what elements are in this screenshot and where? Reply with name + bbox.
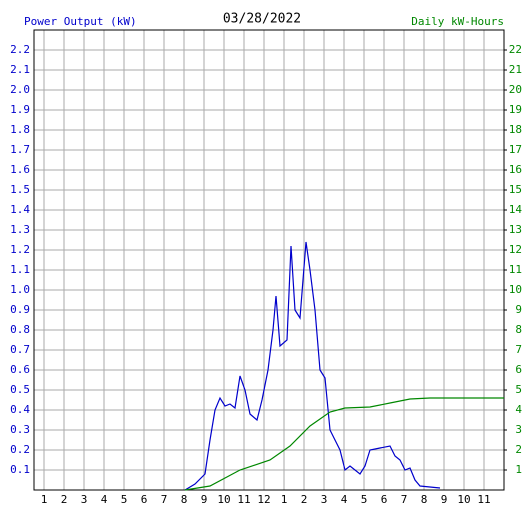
y2-tick-label: 12 bbox=[509, 243, 522, 256]
y2-tick-label: 9 bbox=[515, 303, 522, 316]
y2-tick-label: 2 bbox=[515, 443, 522, 456]
x-tick-label: 11 bbox=[477, 493, 490, 506]
x-tick-label: 4 bbox=[341, 493, 348, 506]
y-tick-label: 2.2 bbox=[10, 43, 30, 56]
y2-tick-label: 15 bbox=[509, 183, 522, 196]
y-tick-label: 0.3 bbox=[10, 423, 30, 436]
x-tick-label: 10 bbox=[217, 493, 230, 506]
y2-tick-label: 4 bbox=[515, 403, 522, 416]
x-tick-label: 7 bbox=[161, 493, 168, 506]
x-tick-label: 1 bbox=[41, 493, 48, 506]
x-tick-label: 5 bbox=[121, 493, 128, 506]
x-tick-label: 3 bbox=[321, 493, 328, 506]
x-tick-label: 6 bbox=[381, 493, 388, 506]
y2-tick-label: 7 bbox=[515, 343, 522, 356]
y-tick-label: 1.9 bbox=[10, 103, 30, 116]
y-tick-label: 0.5 bbox=[10, 383, 30, 396]
y-tick-label: 1.0 bbox=[10, 283, 30, 296]
y2-tick-label: 21 bbox=[509, 63, 522, 76]
x-tick-label: 7 bbox=[401, 493, 408, 506]
y2-tick-label: 6 bbox=[515, 363, 522, 376]
y2-tick-label: 5 bbox=[515, 383, 522, 396]
y-tick-label: 1.3 bbox=[10, 223, 30, 236]
y-tick-label: 0.9 bbox=[10, 303, 30, 316]
y-tick-label: 1.1 bbox=[10, 263, 30, 276]
y2-tick-label: 17 bbox=[509, 143, 522, 156]
y-tick-label: 0.1 bbox=[10, 463, 30, 476]
y-tick-label: 1.2 bbox=[10, 243, 30, 256]
y2-tick-label: 20 bbox=[509, 83, 522, 96]
series-line bbox=[184, 241, 441, 491]
x-tick-label: 8 bbox=[181, 493, 188, 506]
y-tick-label: 0.4 bbox=[10, 403, 30, 416]
y-tick-label: 2.0 bbox=[10, 83, 30, 96]
chart-title: 03/28/2022 bbox=[223, 12, 301, 27]
y2-tick-label: 10 bbox=[509, 283, 522, 296]
y-tick-label: 0.2 bbox=[10, 443, 30, 456]
y-tick-label: 1.7 bbox=[10, 143, 30, 156]
y-tick-label: 0.6 bbox=[10, 363, 30, 376]
y2-tick-label: 14 bbox=[509, 203, 523, 216]
x-tick-label: 5 bbox=[361, 493, 368, 506]
plot-frame bbox=[33, 29, 505, 491]
y2-tick-label: 3 bbox=[515, 423, 522, 436]
y-tick-label: 1.5 bbox=[10, 183, 30, 196]
x-tick-label: 9 bbox=[201, 493, 208, 506]
y2-tick-label: 22 bbox=[509, 43, 522, 56]
y-tick-label: 1.4 bbox=[10, 203, 30, 216]
x-tick-label: 1 bbox=[281, 493, 288, 506]
x-tick-label: 11 bbox=[237, 493, 250, 506]
x-tick-label: 3 bbox=[81, 493, 88, 506]
x-tick-label: 10 bbox=[457, 493, 470, 506]
x-tick-label: 4 bbox=[101, 493, 108, 506]
y-tick-label: 1.8 bbox=[10, 123, 30, 136]
y2-tick-label: 13 bbox=[509, 223, 522, 236]
y-axis-label: Power Output (kW) bbox=[24, 15, 137, 28]
y2-tick-label: 16 bbox=[509, 163, 522, 176]
x-tick-label: 2 bbox=[301, 493, 308, 506]
y2-tick-label: 19 bbox=[509, 103, 522, 116]
x-tick-label: 2 bbox=[61, 493, 68, 506]
y2-tick-label: 1 bbox=[515, 463, 522, 476]
y2-axis-label: Daily kW-Hours bbox=[411, 15, 504, 28]
y-tick-label: 1.6 bbox=[10, 163, 30, 176]
x-tick-label: 12 bbox=[257, 493, 270, 506]
y-tick-label: 2.1 bbox=[10, 63, 30, 76]
x-tick-label: 9 bbox=[441, 493, 448, 506]
x-tick-label: 8 bbox=[421, 493, 428, 506]
y2-tick-label: 8 bbox=[515, 323, 522, 336]
y2-tick-label: 18 bbox=[509, 123, 522, 136]
y2-tick-label: 11 bbox=[509, 263, 522, 276]
x-tick-label: 6 bbox=[141, 493, 148, 506]
series-line bbox=[184, 397, 504, 491]
y-tick-label: 0.8 bbox=[10, 323, 30, 336]
y-tick-label: 0.7 bbox=[10, 343, 30, 356]
